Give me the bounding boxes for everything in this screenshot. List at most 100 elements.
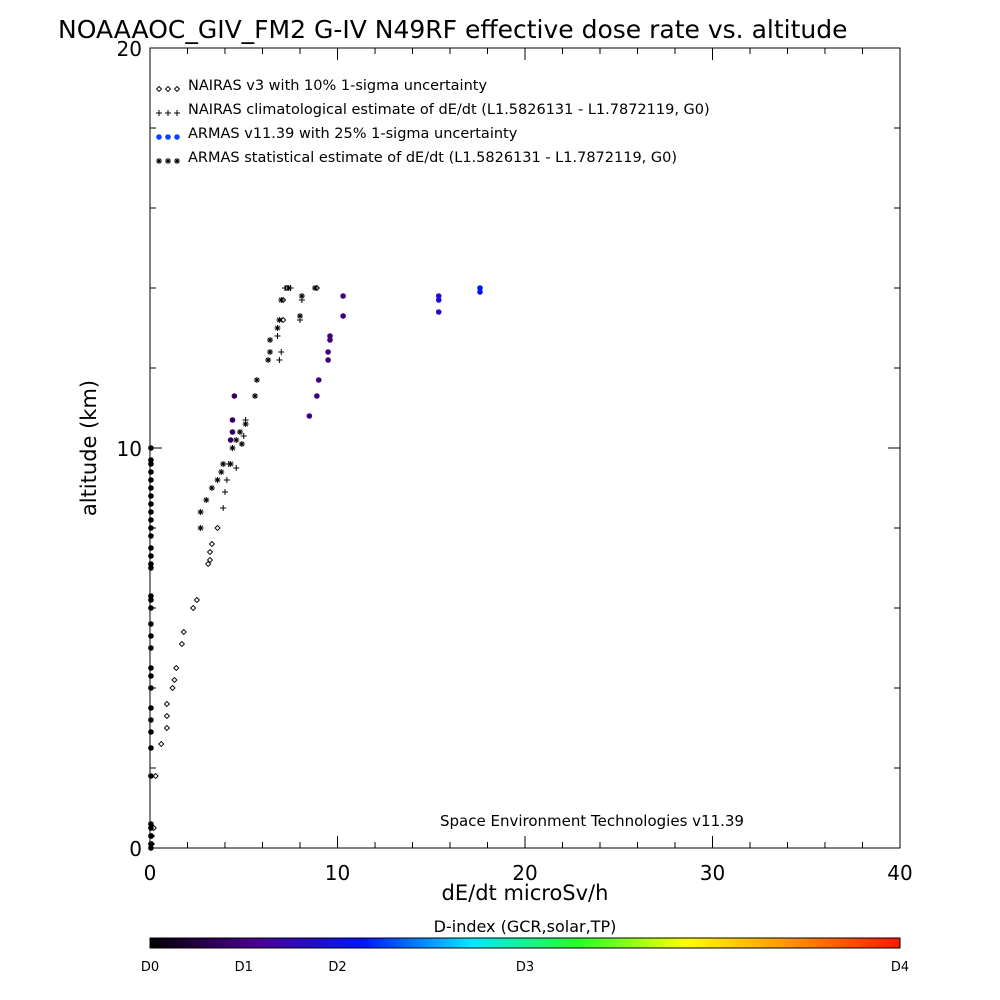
axes: 0 10 20 30 40 0 10 20 [117, 37, 913, 885]
data-point-dot [435, 297, 442, 303]
data-point-plus [240, 433, 247, 439]
data-point-asterisk [274, 325, 281, 331]
data-point-dot [148, 665, 154, 671]
legend-entry: ARMAS v11.39 with 25% 1-sigma uncertaint… [156, 126, 518, 142]
data-point-dot [148, 533, 154, 539]
data-point-asterisk [208, 485, 215, 491]
colorbar-tick-label: D4 [891, 960, 909, 975]
legend-entry: ARMAS statistical estimate of dE/dt (L1.… [156, 150, 677, 166]
data-point-asterisk [229, 445, 236, 451]
colorbar [149, 937, 901, 949]
data-point-asterisk [298, 293, 305, 299]
x-tick-label: 40 [887, 861, 912, 885]
data-point-dot [148, 717, 154, 723]
data-point-dot [435, 309, 442, 315]
legend-marker-asterisk [156, 158, 162, 164]
data-point-dot [148, 457, 154, 463]
data-point-diamond [163, 724, 171, 732]
y-tick-label: 10 [117, 437, 142, 461]
data-point-asterisk [278, 297, 285, 303]
data-point-dot [314, 393, 320, 399]
data-point-dot [148, 485, 154, 491]
data-point-dot [148, 833, 154, 839]
data-point-dot [148, 645, 154, 651]
data-point-asterisk [237, 429, 243, 435]
x-axis-label: dE/dt microSv/h [442, 881, 609, 905]
data-point-diamond [158, 740, 165, 748]
data-point-plus [222, 489, 228, 495]
watermark-text: Space Environment Technologies v11.39 [440, 812, 744, 830]
y-tick-label: 20 [117, 37, 142, 61]
data-point-diamond [173, 664, 180, 672]
colorbar-tick-label: D3 [516, 960, 534, 975]
data-point-dot [148, 517, 154, 523]
data-point-dot [325, 357, 331, 363]
data-point-asterisk [267, 337, 273, 343]
legend-entry: NAIRAS climatological estimate of dE/dt … [156, 102, 710, 118]
data-point-asterisk [265, 357, 272, 363]
colorbar-labels: D0 D1 D2 D3 D4 [141, 960, 909, 975]
data-point-asterisk [227, 461, 234, 467]
data-point-asterisk [253, 377, 260, 383]
data-point-dot [148, 705, 154, 711]
data-point-dot [148, 621, 154, 627]
legend-label: NAIRAS climatological estimate of dE/dt … [188, 102, 710, 118]
data-point-dot [477, 289, 483, 295]
plot-frame [149, 47, 901, 849]
legend-marker-diamond [155, 85, 163, 93]
data-point-plus [220, 505, 227, 511]
legend-marker-plus [174, 110, 180, 116]
data-point-diamond [163, 712, 171, 720]
x-tick-label: 10 [325, 861, 350, 885]
data-point-asterisk [285, 285, 292, 291]
data-point-dot [148, 745, 154, 751]
data-point-dot [340, 293, 346, 299]
data-point-diamond [178, 640, 186, 648]
data-point-dot [435, 293, 442, 299]
data-point-dot [148, 565, 154, 571]
data-point-asterisk [297, 313, 303, 319]
data-point-diamond [208, 540, 216, 548]
data-point-dot [148, 593, 154, 599]
data-point-dot [148, 821, 154, 827]
data-point-asterisk [197, 525, 204, 531]
data-point-plus [274, 333, 281, 339]
legend-marker-asterisk [174, 158, 180, 164]
x-tick-label: 20 [512, 861, 537, 885]
data-point-dot [477, 285, 483, 291]
data-point-dot [148, 501, 154, 507]
data-point-asterisk [233, 437, 240, 443]
data-point-diamond [204, 560, 212, 568]
data-point-dot [148, 673, 154, 679]
data-point-asterisk [267, 349, 273, 355]
data-point-dot [148, 461, 154, 467]
data-point-dot [229, 429, 236, 435]
data-point-dot [148, 493, 154, 499]
legend: NAIRAS v3 with 10% 1-sigma uncertainty NA… [155, 78, 710, 166]
legend-label: NAIRAS v3 with 10% 1-sigma uncertainty [188, 78, 487, 94]
data-point-asterisk [276, 317, 283, 323]
legend-marker-dot [165, 134, 171, 140]
data-point-diamond [180, 628, 187, 636]
data-marks [148, 284, 483, 851]
colorbar-tick-label: D0 [141, 960, 159, 975]
data-point-dot [227, 437, 234, 443]
data-point-diamond [206, 556, 214, 564]
data-point-dot [148, 553, 154, 559]
data-point-asterisk [312, 285, 318, 291]
data-point-asterisk [220, 461, 227, 467]
data-point-dot [315, 377, 322, 383]
y-axis-label: altitude (km) [77, 380, 101, 516]
colorbar-tick-label: D1 [235, 960, 253, 975]
legend-marker-asterisk [165, 158, 171, 164]
data-point-dot [148, 561, 154, 567]
data-point-dot [327, 337, 333, 343]
data-point-dot [148, 525, 154, 531]
data-point-dot [340, 313, 346, 319]
legend-marker-diamond [164, 85, 172, 93]
data-point-diamond [189, 604, 197, 612]
data-point-asterisk [242, 421, 249, 427]
y-tick-label: 0 [129, 837, 142, 861]
data-point-dot [325, 349, 331, 355]
